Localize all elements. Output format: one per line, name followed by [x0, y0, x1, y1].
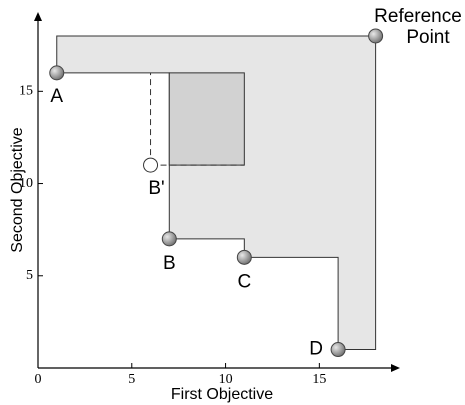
- point-label: D: [309, 339, 323, 360]
- candidate-point: [143, 157, 159, 173]
- x-axis-label: First Objective: [171, 386, 273, 403]
- gain-region: [168, 72, 245, 166]
- point-label: C: [237, 271, 251, 292]
- point: [236, 249, 252, 265]
- point-label: B: [163, 253, 176, 274]
- point: [161, 231, 177, 247]
- candidate-label: B': [148, 178, 164, 199]
- point: [49, 65, 65, 81]
- reference-label: Reference: [374, 6, 462, 27]
- reference-point: [368, 28, 384, 44]
- x-axis-arrow: [391, 364, 400, 372]
- point-label: A: [50, 86, 63, 107]
- y-tick-label: 10: [19, 176, 33, 191]
- reference-label: Point: [406, 27, 450, 48]
- point: [330, 342, 346, 358]
- y-axis-label: Second Objective: [9, 127, 26, 253]
- x-tick-label: 5: [128, 372, 135, 387]
- x-tick-label: 0: [35, 372, 42, 387]
- y-tick-label: 5: [26, 268, 33, 283]
- y-tick-label: 15: [19, 84, 33, 99]
- x-tick-label: 15: [312, 372, 326, 387]
- x-tick-label: 10: [219, 372, 233, 387]
- y-axis-arrow: [34, 12, 42, 21]
